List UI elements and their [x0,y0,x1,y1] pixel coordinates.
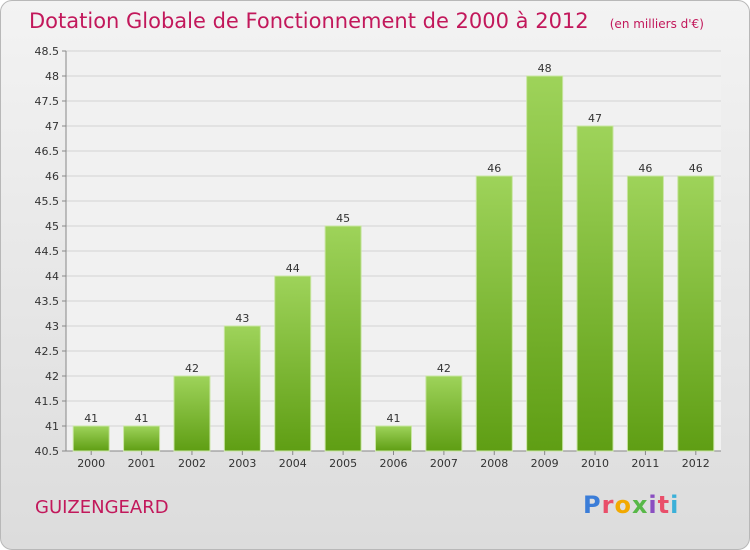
y-tick-label: 47.5 [35,95,60,108]
logo-letter: P [583,491,602,519]
bar [576,125,614,452]
logo-letter: i [648,491,658,519]
y-tick-label: 42.5 [35,345,60,358]
bar [425,375,463,452]
bar [677,175,715,452]
y-tick-label: 46.5 [35,145,60,158]
commune-name: GUIZENGEARD [35,497,169,518]
value-label: 45 [336,212,350,225]
bar [324,225,362,452]
logo-letter: o [614,491,632,519]
bar [526,75,564,452]
logo-letter: r [601,491,615,519]
value-label: 46 [487,162,501,175]
bar [626,175,664,452]
value-label: 46 [638,162,652,175]
x-tick-label: 2009 [531,457,559,470]
title-line: Dotation Globale de Fonctionnement de 20… [29,9,704,33]
y-tick-label: 48.5 [35,45,60,58]
y-tick-label: 42 [45,370,59,383]
x-tick-label: 2004 [279,457,307,470]
bar [375,425,412,452]
y-tick-label: 45.5 [35,195,60,208]
x-tick-label: 2002 [178,457,206,470]
bar [475,175,513,452]
value-label: 46 [689,162,703,175]
bar [72,425,110,452]
y-tick-label: 47 [45,120,59,133]
x-tick-label: 2006 [380,457,408,470]
x-tick-label: 2007 [430,457,458,470]
x-tick-label: 2010 [581,457,609,470]
value-label: 47 [588,112,602,125]
logo-letter: t [657,491,671,519]
chart-title: Dotation Globale de Fonctionnement de 20… [29,9,589,33]
value-label: 42 [185,362,199,375]
value-label: 43 [235,312,249,325]
bar [123,425,161,452]
proxiti-logo: Proxiti [583,491,679,519]
y-tick-label: 43 [45,320,59,333]
y-tick-label: 41 [45,420,59,433]
bar [274,275,312,452]
value-label: 41 [84,412,98,425]
chart-subtitle: (en milliers d'€) [609,17,704,31]
y-tick-label: 48 [45,70,59,83]
value-label: 41 [135,412,149,425]
bar [173,375,211,452]
value-label: 41 [387,412,401,425]
x-tick-label: 2005 [329,457,357,470]
x-tick-label: 2011 [631,457,659,470]
x-tick-label: 2001 [128,457,156,470]
y-tick-label: 40.5 [35,445,60,458]
y-tick-label: 41.5 [35,395,60,408]
bar [223,325,261,452]
x-tick-label: 2003 [228,457,256,470]
value-label: 44 [286,262,300,275]
x-tick-label: 2000 [77,457,105,470]
value-label: 42 [437,362,451,375]
y-tick-label: 44 [45,270,59,283]
x-tick-label: 2008 [480,457,508,470]
logo-letter: i [670,491,680,519]
y-tick-label: 46 [45,170,59,183]
value-label: 48 [538,62,552,75]
y-tick-label: 45 [45,220,59,233]
x-tick-label: 2012 [682,457,710,470]
y-tick-label: 43.5 [35,295,60,308]
logo-letter: x [631,491,649,519]
y-tick-label: 44.5 [35,245,60,258]
